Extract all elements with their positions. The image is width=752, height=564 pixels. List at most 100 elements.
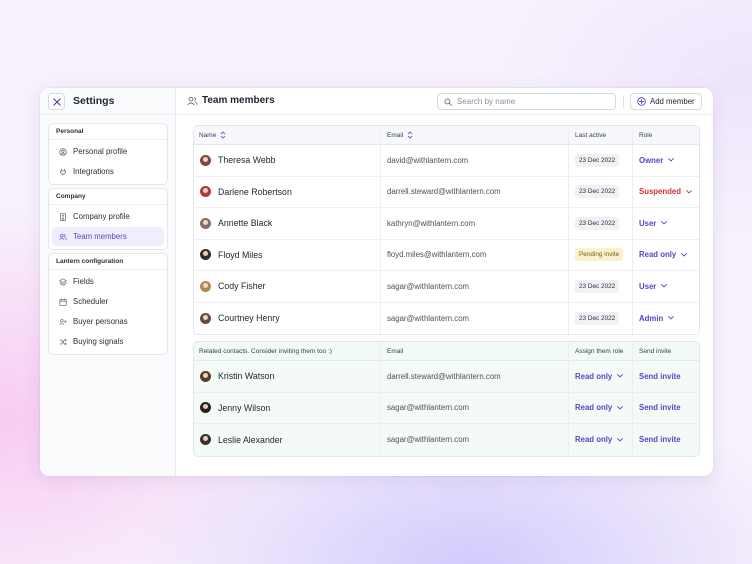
table-row: Cody Fisher sagar@withlantern.com 23 Dec 2… (194, 271, 699, 303)
send-invite-button[interactable]: Send invite (639, 403, 681, 413)
members-table-body: Theresa Webb david@withlantern.com 23 Dec … (194, 145, 699, 334)
member-email: kathryn@withlantern.com (387, 218, 476, 228)
role-value: Read only (575, 371, 613, 381)
user-plus-icon (59, 318, 67, 326)
table-row: Floyd Miles floyd.miles@withlantern.com Pe… (194, 239, 699, 271)
close-button[interactable] (48, 93, 65, 110)
header-divider (623, 95, 624, 108)
last-active-badge: 23 Dec 2022 (575, 153, 620, 167)
sidebar-group-lantern-configuration: Lantern configuration Fields Scheduler (48, 253, 168, 355)
member-email: sagar@withlantern.com (387, 281, 470, 291)
user-circle-icon (59, 147, 67, 156)
sidebar-group-label: Company (49, 189, 167, 205)
sort-icon (221, 131, 226, 139)
role-value: Read only (639, 250, 677, 260)
main-panel: Team members Add member N (177, 88, 713, 476)
member-name: Floyd Miles (218, 249, 263, 260)
member-name-cell: Annette Black (200, 208, 272, 239)
sidebar-item-buying-signals[interactable]: Buying signals (52, 332, 164, 351)
last-active-badge: 23 Dec 2022 (575, 279, 620, 293)
avatar (200, 312, 211, 324)
avatar (200, 154, 211, 166)
column-header-role: Role (639, 131, 653, 139)
plug-icon (59, 168, 67, 176)
role-dropdown[interactable]: User (639, 271, 668, 302)
role-dropdown[interactable]: Suspended (639, 177, 692, 208)
sidebar: Settings Personal Personal profile Integ… (40, 88, 176, 476)
member-name-cell: Darlene Robertson (200, 177, 292, 208)
sidebar-item-label: Personal profile (73, 147, 128, 156)
role-dropdown[interactable]: User (639, 208, 668, 239)
calendar-icon (59, 298, 67, 306)
avatar (200, 402, 211, 414)
contact-name-cell: Jenny Wilson (200, 393, 270, 424)
last-active-badge: 23 Dec 2022 (575, 216, 620, 230)
send-invite-button[interactable]: Send invite (639, 371, 681, 381)
table-row: Theresa Webb david@withlantern.com 23 Dec … (194, 145, 699, 177)
building-icon (59, 212, 67, 221)
contact-name: Leslie Alexander (218, 434, 283, 445)
contact-name: Kristin Watson (218, 371, 275, 382)
column-header-label: Name (199, 131, 217, 139)
sidebar-item-integrations[interactable]: Integrations (52, 162, 164, 181)
sidebar-item-scheduler[interactable]: Scheduler (52, 292, 164, 311)
chevron-down-icon (661, 284, 668, 288)
member-name: Courtney Henry (218, 313, 280, 324)
avatar (200, 434, 211, 446)
chevron-down-icon (681, 252, 688, 257)
member-name: Theresa Webb (218, 155, 276, 166)
last-active-cell: 23 Dec 2022 (575, 208, 620, 239)
last-active-cell: 23 Dec 2022 (575, 303, 620, 335)
assign-role-dropdown[interactable]: Read only (575, 361, 624, 392)
sidebar-item-buyer-personas[interactable]: Buyer personas (52, 312, 164, 331)
column-header-email[interactable]: Email (387, 126, 413, 144)
related-table-header: Related contacts. Consider inviting them… (194, 342, 699, 361)
sidebar-title: Settings (73, 95, 115, 107)
users-icon (59, 233, 67, 241)
last-active-cell: 23 Dec 2022 (575, 271, 620, 302)
pending-badge: Pending invite (575, 248, 624, 262)
role-dropdown[interactable]: Owner (639, 145, 675, 176)
last-active-badge: 23 Dec 2022 (575, 311, 620, 325)
chevron-down-icon (686, 189, 692, 194)
send-invite-button[interactable]: Send invite (639, 435, 681, 445)
sidebar-item-personal-profile[interactable]: Personal profile (52, 142, 164, 161)
role-dropdown[interactable]: Read only (639, 240, 688, 271)
main-header: Team members Add member (177, 88, 713, 115)
member-name-cell: Courtney Henry (200, 303, 280, 335)
avatar (200, 370, 211, 382)
settings-window: Settings Personal Personal profile Integ… (40, 88, 713, 476)
sort-icon (407, 131, 413, 139)
sidebar-item-team-members[interactable]: Team members (52, 227, 164, 246)
member-name: Annette Black (218, 218, 273, 229)
last-active-cell: 23 Dec 2022 (575, 145, 620, 176)
column-header-last-active: Last active (575, 131, 607, 139)
related-contacts-table: Related contacts. Consider inviting them… (193, 341, 700, 457)
sidebar-group-company: Company Company profile Team members (48, 188, 168, 250)
role-value: Admin (639, 313, 664, 323)
member-email: sagar@withlantern.com (387, 313, 470, 323)
sidebar-item-fields[interactable]: Fields (52, 272, 164, 291)
sidebar-item-company-profile[interactable]: Company profile (52, 207, 164, 226)
last-active-cell: Pending invite (575, 240, 624, 271)
role-value: User (639, 281, 657, 291)
last-active-badge: 23 Dec 2022 (575, 185, 620, 199)
assign-role-dropdown[interactable]: Read only (575, 424, 624, 456)
sidebar-group-label: Lantern configuration (49, 254, 167, 270)
table-row: Jenny Wilson sagar@withlantern.com Read on… (194, 392, 699, 424)
contact-email: sagar@withlantern.com (387, 403, 470, 413)
sidebar-group-label: Personal (49, 124, 167, 140)
column-header-name[interactable]: Name (199, 126, 226, 144)
sidebar-item-label: Scheduler (73, 297, 109, 306)
role-dropdown[interactable]: Admin (639, 303, 675, 335)
assign-role-dropdown[interactable]: Read only (575, 393, 624, 424)
member-email: david@withlantern.com (387, 155, 469, 165)
add-member-button[interactable]: Add member (630, 93, 702, 110)
related-header-label: Related contacts. Consider inviting them… (199, 347, 332, 355)
sidebar-item-label: Integrations (73, 167, 114, 176)
sidebar-item-label: Buyer personas (73, 317, 128, 326)
chevron-down-icon (617, 405, 624, 410)
contact-name-cell: Leslie Alexander (200, 424, 283, 456)
member-name-cell: Cody Fisher (200, 271, 265, 302)
search-input[interactable] (457, 97, 607, 106)
